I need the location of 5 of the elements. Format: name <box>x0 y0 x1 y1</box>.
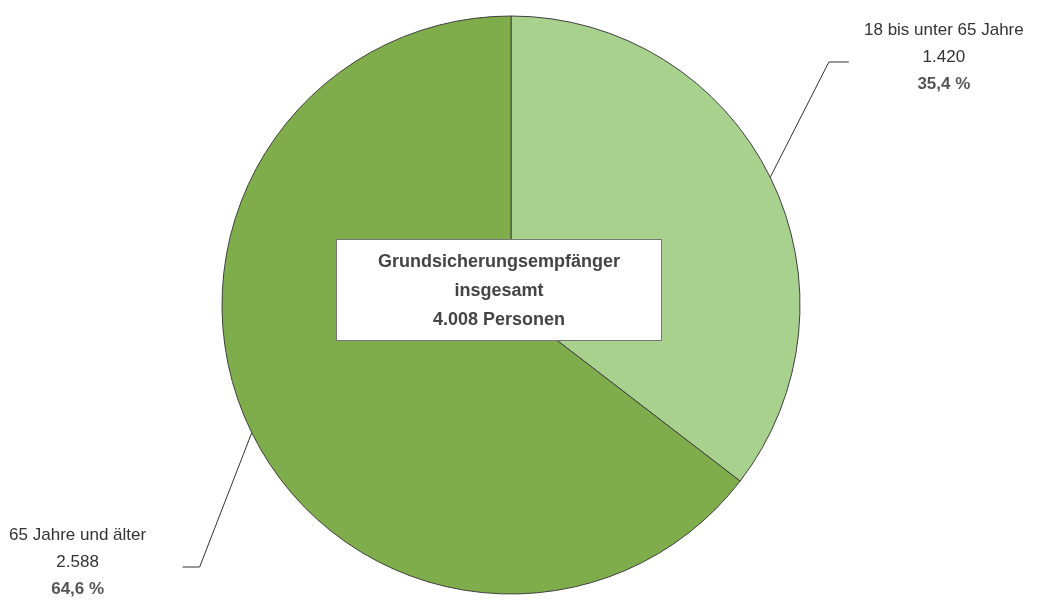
text: Grundsicherungsempfänger insgesamt 4.008 Personen <box>377 249 621 331</box>
slice-label: 18 bis unter 65 Jahre <box>864 20 1024 39</box>
slice-label: 65 Jahre und älter <box>9 525 147 544</box>
data-label: 2.588 64,6 % <box>51 552 105 598</box>
data-label: 1.420 35,4 % <box>917 47 971 93</box>
